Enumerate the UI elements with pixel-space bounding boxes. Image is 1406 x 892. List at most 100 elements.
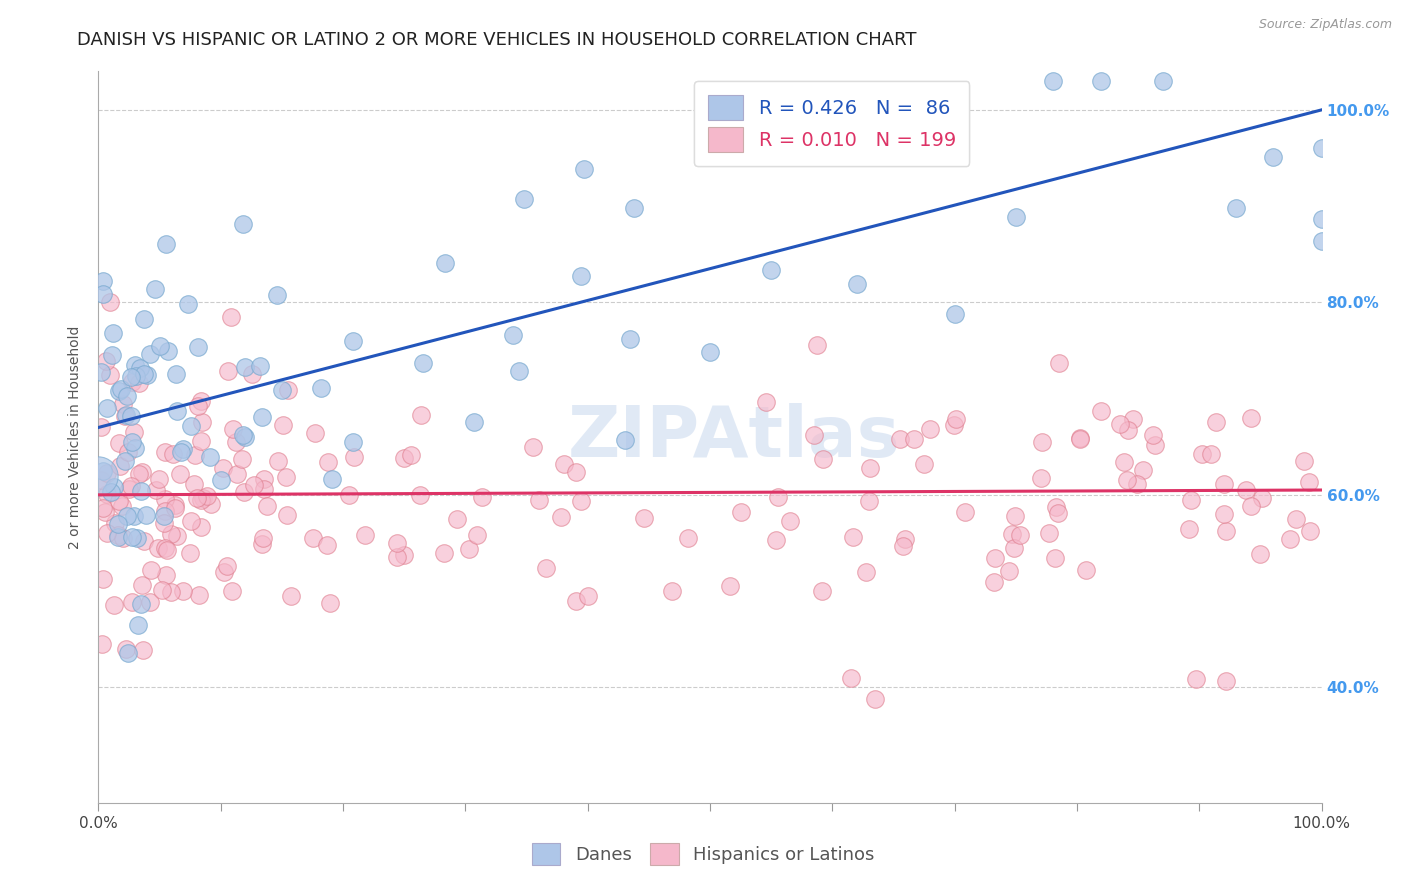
Point <box>186 491 208 506</box>
Point <box>321 472 343 486</box>
Point <box>226 467 249 482</box>
Point <box>766 490 789 504</box>
Point <box>842 530 865 544</box>
Point <box>166 404 188 418</box>
Point <box>1298 475 1320 489</box>
Point <box>302 531 325 545</box>
Point <box>155 541 177 555</box>
Point <box>392 451 416 466</box>
Point <box>889 432 911 446</box>
Point <box>1038 526 1060 541</box>
Point <box>385 536 408 550</box>
Point <box>983 575 1005 590</box>
Point <box>107 528 129 542</box>
Point <box>180 514 202 528</box>
Point <box>122 509 145 524</box>
Point <box>1240 410 1263 425</box>
Point <box>527 493 550 508</box>
Point <box>91 464 114 478</box>
Point <box>132 533 155 548</box>
Point <box>342 435 364 450</box>
Point <box>90 473 112 487</box>
Point <box>125 531 148 545</box>
Point <box>91 572 114 586</box>
Point <box>1031 471 1053 485</box>
Point <box>266 288 288 302</box>
Point <box>471 490 494 504</box>
Point <box>177 297 200 311</box>
Point <box>145 483 167 497</box>
Point <box>153 492 176 507</box>
Point <box>153 516 176 530</box>
Point <box>1046 506 1069 520</box>
Point <box>200 496 222 510</box>
Point <box>412 356 434 370</box>
Point <box>112 531 135 545</box>
Point <box>107 494 129 508</box>
Point <box>411 408 433 422</box>
Point <box>576 589 599 603</box>
Legend: R = 0.426   N =  86, R = 0.010   N = 199: R = 0.426 N = 86, R = 0.010 N = 199 <box>695 81 969 166</box>
Point <box>1234 483 1257 497</box>
Point <box>128 376 150 390</box>
Point <box>779 514 801 528</box>
Point <box>179 546 201 560</box>
Point <box>217 363 239 377</box>
Point <box>235 360 257 375</box>
Point <box>232 218 254 232</box>
Point <box>155 543 177 558</box>
Point <box>1069 431 1091 445</box>
Text: Source: ZipAtlas.com: Source: ZipAtlas.com <box>1258 18 1392 31</box>
Point <box>1261 150 1284 164</box>
Point <box>1047 356 1070 370</box>
Point <box>845 277 868 291</box>
Point <box>858 461 880 475</box>
Point <box>1116 423 1139 437</box>
Point <box>129 483 152 498</box>
Point <box>132 367 155 381</box>
Point <box>91 286 114 301</box>
Point <box>315 538 337 552</box>
Point <box>117 445 139 459</box>
Point <box>149 339 172 353</box>
Point <box>165 368 187 382</box>
Point <box>103 599 125 613</box>
Point <box>139 347 162 361</box>
Point <box>108 384 131 399</box>
Point <box>110 382 132 396</box>
Point <box>96 466 118 480</box>
Point <box>101 326 124 341</box>
Point <box>90 365 112 379</box>
Point <box>190 493 212 508</box>
Point <box>839 671 862 685</box>
Point <box>267 454 290 468</box>
Point <box>1185 672 1208 686</box>
Point <box>172 584 194 599</box>
Point <box>155 236 177 251</box>
Point <box>1191 448 1213 462</box>
Point <box>1122 412 1144 426</box>
Point <box>1310 212 1333 227</box>
Point <box>91 501 114 516</box>
Point <box>1042 74 1064 88</box>
Point <box>385 550 408 565</box>
Point <box>458 542 481 557</box>
Point <box>190 520 212 534</box>
Point <box>1002 541 1025 555</box>
Point <box>1225 201 1247 215</box>
Point <box>117 646 139 660</box>
Point <box>271 417 294 432</box>
Point <box>96 525 118 540</box>
Point <box>131 466 153 480</box>
Point <box>187 340 209 354</box>
Point <box>433 546 456 560</box>
Point <box>1310 141 1333 155</box>
Point <box>304 425 326 440</box>
Point <box>115 389 138 403</box>
Point <box>1251 491 1274 505</box>
Point <box>633 510 655 524</box>
Point <box>120 409 142 423</box>
Point <box>1213 477 1236 491</box>
Point <box>1240 500 1263 514</box>
Point <box>502 328 524 343</box>
